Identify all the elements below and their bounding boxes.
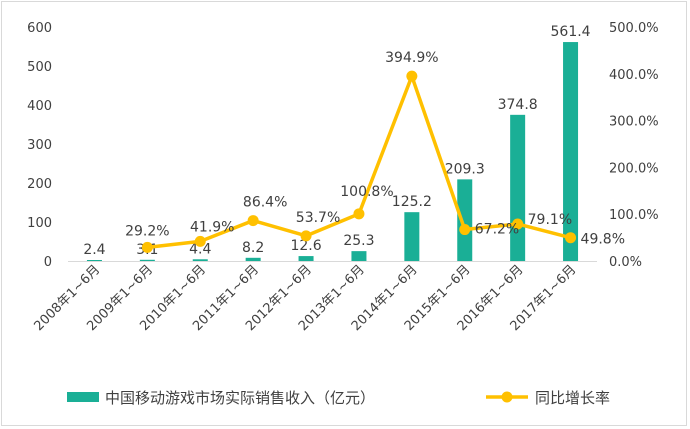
growth-rate-point — [141, 241, 153, 253]
bar — [139, 259, 155, 261]
y-right-tick-label: 500.0% — [609, 21, 659, 36]
growth-rate-point — [194, 235, 206, 247]
bar-value-label: 125.2 — [392, 194, 432, 210]
growth-rate-point — [247, 215, 259, 227]
growth-rate-point — [459, 224, 471, 236]
y-right-tick-label: 300.0% — [609, 115, 659, 130]
growth-rate-label: 49.8% — [581, 232, 625, 248]
bar-value-label: 2.4 — [83, 242, 105, 258]
growth-rate-label: 67.2% — [475, 222, 519, 238]
legend-bar-label: 中国移动游戏市场实际销售收入（亿元） — [105, 389, 375, 407]
y-left-tick-label: 400 — [27, 99, 52, 114]
bar-value-label: 561.4 — [551, 24, 591, 40]
bar-value-label: 8.2 — [242, 240, 264, 256]
bar — [351, 251, 367, 261]
y-right-tick-label: 200.0% — [609, 161, 659, 176]
growth-rate-point — [300, 230, 312, 242]
bar-value-label: 25.3 — [343, 233, 374, 249]
bar-value-label: 209.3 — [445, 161, 485, 177]
bar — [298, 256, 314, 261]
y-right-tick-label: 100.0% — [609, 208, 659, 223]
legend-line-label: 同比增长率 — [535, 389, 610, 407]
bar-value-label: 12.6 — [290, 238, 321, 254]
y-left-tick-label: 500 — [27, 60, 52, 75]
growth-rate-point — [512, 218, 524, 230]
y-right-tick-label: 0.0% — [609, 255, 642, 270]
y-left-tick-label: 100 — [27, 216, 52, 231]
growth-rate-point — [353, 208, 365, 220]
bar — [245, 257, 261, 261]
bar — [563, 42, 579, 261]
growth-rate-label: 29.2% — [125, 223, 169, 239]
bar — [86, 260, 102, 261]
legend-bar-swatch — [67, 392, 99, 402]
y-left-tick-label: 300 — [27, 138, 52, 153]
y-left-tick-label: 200 — [27, 177, 52, 192]
growth-rate-point — [565, 232, 577, 244]
growth-rate-point — [406, 70, 418, 82]
growth-rate-label: 394.9% — [385, 50, 438, 66]
y-left-tick-label: 0 — [44, 255, 52, 270]
legend-line-marker — [501, 391, 513, 403]
bar-value-label: 374.8 — [498, 97, 538, 113]
growth-rate-label: 100.8% — [340, 184, 393, 200]
growth-rate-label: 53.7% — [296, 210, 340, 226]
y-right-tick-label: 400.0% — [609, 68, 659, 83]
growth-rate-label: 41.9% — [190, 219, 234, 235]
bar — [404, 212, 420, 261]
growth-rate-label: 79.1% — [528, 212, 572, 228]
bar — [457, 179, 473, 261]
y-left-tick-label: 600 — [27, 21, 52, 36]
bar — [192, 259, 208, 261]
bar-value-label: 4.4 — [189, 241, 211, 257]
growth-rate-label: 86.4% — [243, 195, 287, 211]
bar — [510, 114, 526, 261]
